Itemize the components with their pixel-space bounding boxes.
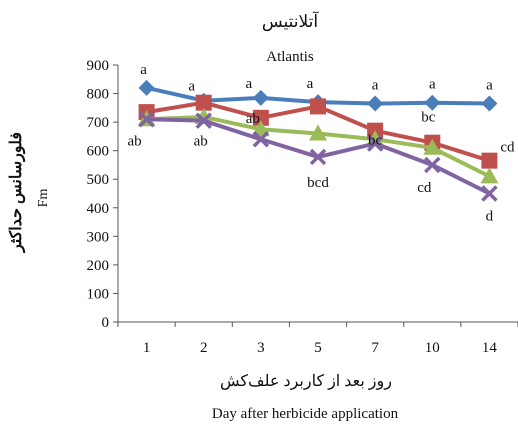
data-label: a (246, 76, 253, 92)
y-tick-label: 800 (87, 87, 110, 103)
data-label: a (486, 78, 493, 94)
chart-subtitle: Atlantis (266, 49, 314, 65)
data-point (252, 89, 269, 106)
data-point (252, 109, 269, 126)
y-tick-label: 700 (87, 115, 110, 131)
data-label: a (429, 77, 436, 93)
data-point (138, 111, 155, 128)
y-tick-label: 900 (87, 58, 110, 74)
y-axis-title: فلورسانس حداکثر (8, 132, 26, 253)
data-label: bcd (307, 175, 329, 191)
x-tick-label: 10 (425, 340, 440, 356)
x-axis-title-en: Day after herbicide application (212, 406, 399, 422)
data-label: a (307, 76, 314, 92)
data-label: bc (421, 110, 436, 126)
y-tick-label: 300 (87, 229, 110, 245)
data-point (310, 98, 326, 115)
y-tick-label: 600 (87, 144, 110, 160)
data-point (481, 185, 498, 202)
data-point (309, 124, 327, 141)
x-tick-label: 5 (314, 340, 322, 356)
y-tick-label: 0 (102, 315, 110, 331)
data-label: ab (127, 133, 141, 149)
data-label: ab (246, 111, 260, 127)
data-point (424, 94, 441, 111)
data-point (481, 152, 498, 169)
y-tick-label: 500 (87, 172, 110, 188)
data-point (367, 95, 384, 112)
data-point (252, 131, 270, 148)
data-label: a (188, 79, 195, 95)
data-point (481, 95, 498, 112)
x-tick-label: 7 (371, 340, 379, 356)
data-label: cd (417, 180, 432, 196)
data-point (366, 135, 384, 152)
data-point (366, 130, 385, 147)
data-point (480, 167, 499, 184)
x-tick-label: 1 (143, 340, 151, 356)
data-point (424, 156, 441, 174)
data-point (195, 94, 212, 111)
x-tick-label: 14 (482, 340, 498, 356)
x-tick-label: 3 (257, 340, 265, 356)
data-label: cd (500, 140, 515, 156)
data-label: bc (368, 133, 383, 149)
data-label: d (486, 209, 494, 225)
y-tick-label: 400 (87, 201, 110, 217)
data-point (195, 112, 212, 129)
data-label: a (140, 62, 147, 78)
data-label: ab (194, 134, 208, 150)
series-4 (138, 111, 498, 202)
data-point (251, 120, 270, 137)
y-tick-label: 200 (87, 258, 110, 274)
data-point (138, 79, 155, 96)
y-axis-title-en: Fm (36, 189, 51, 208)
y-tick-label: 100 (87, 286, 110, 302)
chart-title: آتلانتیس (262, 10, 320, 32)
data-point (309, 148, 327, 166)
x-tick-label: 2 (200, 340, 208, 356)
x-axis-title: روز بعد از کاربرد علف‌کش (220, 373, 392, 390)
data-label: a (372, 78, 379, 94)
data-point (423, 138, 442, 155)
